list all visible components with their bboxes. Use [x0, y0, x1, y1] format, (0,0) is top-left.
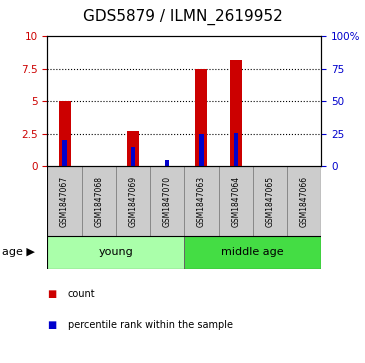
- Text: middle age: middle age: [222, 247, 284, 257]
- Bar: [230, 60, 242, 166]
- Bar: [219, 166, 253, 236]
- Text: young: young: [99, 247, 133, 257]
- Bar: [62, 140, 67, 166]
- Bar: [127, 131, 139, 166]
- Bar: [287, 166, 321, 236]
- Text: age ▶: age ▶: [2, 247, 35, 257]
- Bar: [47, 236, 184, 269]
- Bar: [82, 166, 116, 236]
- Bar: [253, 166, 287, 236]
- Text: GSM1847064: GSM1847064: [231, 176, 240, 227]
- Text: percentile rank within the sample: percentile rank within the sample: [68, 320, 233, 330]
- Text: GSM1847066: GSM1847066: [300, 176, 308, 227]
- Bar: [195, 69, 207, 166]
- Bar: [234, 132, 238, 166]
- Text: ■: ■: [47, 289, 57, 299]
- Bar: [199, 134, 204, 166]
- Bar: [184, 236, 321, 269]
- Text: GSM1847070: GSM1847070: [163, 176, 172, 227]
- Text: GSM1847065: GSM1847065: [265, 176, 274, 227]
- Bar: [131, 147, 135, 166]
- Bar: [47, 166, 82, 236]
- Text: GSM1847067: GSM1847067: [60, 176, 69, 227]
- Bar: [165, 160, 169, 166]
- Bar: [150, 166, 184, 236]
- Bar: [116, 166, 150, 236]
- Text: GDS5879 / ILMN_2619952: GDS5879 / ILMN_2619952: [82, 9, 283, 25]
- Text: GSM1847068: GSM1847068: [94, 176, 103, 227]
- Text: GSM1847069: GSM1847069: [128, 176, 138, 227]
- Text: ■: ■: [47, 320, 57, 330]
- Text: count: count: [68, 289, 95, 299]
- Text: GSM1847063: GSM1847063: [197, 176, 206, 227]
- Bar: [184, 166, 219, 236]
- Bar: [58, 101, 70, 166]
